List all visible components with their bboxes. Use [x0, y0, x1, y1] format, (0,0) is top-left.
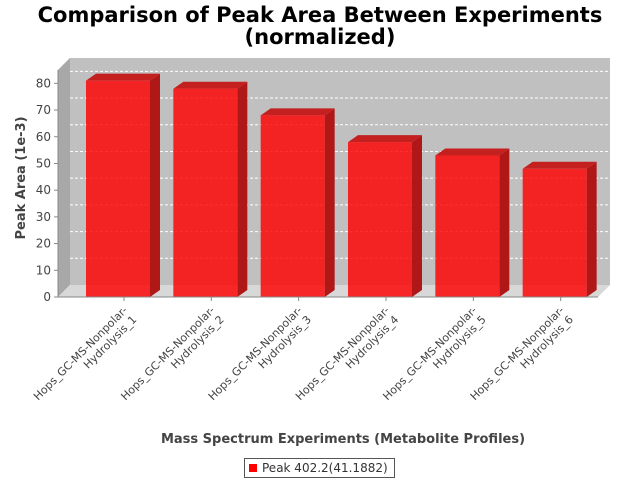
- y-tick-label: 70: [36, 103, 51, 117]
- bar-side: [150, 73, 160, 298]
- bar: [260, 108, 335, 298]
- bar-front: [260, 115, 325, 298]
- y-axis: 0 10 20 30 40 50 60 70 80: [36, 70, 59, 304]
- chart-subtitle: (normalized): [244, 25, 396, 49]
- bar: [86, 73, 160, 298]
- bar: [173, 81, 248, 297]
- bar: [348, 135, 422, 297]
- bar-side: [499, 148, 510, 297]
- y-tick-label: 40: [36, 183, 51, 197]
- bar-top: [173, 81, 248, 89]
- bar-front: [435, 155, 500, 297]
- legend: Peak 402.2(41.1882): [244, 458, 395, 478]
- bars: [86, 73, 597, 298]
- y-tick-label: 20: [36, 237, 51, 251]
- bar-front: [348, 142, 412, 297]
- y-tick-label: 30: [36, 210, 51, 224]
- y-axis-label: Peak Area (1e-3): [14, 116, 29, 239]
- y-tick-label: 50: [36, 156, 51, 170]
- plot-left-wall: [58, 58, 70, 297]
- y-tick-label: 80: [36, 76, 51, 90]
- legend-swatch: [249, 464, 257, 472]
- y-tick-label: 60: [36, 130, 51, 144]
- bar-front: [173, 88, 238, 297]
- x-axis: Hops_GC-MS-Nonpolar-Hydrolysis_1Hops_GC-…: [31, 296, 598, 403]
- bar-top: [260, 108, 335, 116]
- bar-top: [435, 148, 510, 156]
- bar: [522, 161, 597, 297]
- bar-top: [348, 135, 422, 143]
- legend-label: Peak 402.2(41.1882): [262, 461, 388, 475]
- bar: [435, 148, 510, 297]
- bar-top: [86, 73, 160, 81]
- bar-top: [522, 161, 597, 169]
- bar-front: [86, 80, 150, 298]
- bar-front: [522, 168, 587, 297]
- bar-side: [586, 161, 597, 297]
- y-tick-label: 0: [43, 290, 51, 304]
- bar-side: [237, 81, 248, 297]
- chart-title: Comparison of Peak Area Between Experime…: [37, 3, 603, 27]
- bar-side: [324, 108, 335, 298]
- x-axis-label: Mass Spectrum Experiments (Metabolite Pr…: [160, 432, 526, 447]
- y-tick-label: 10: [36, 263, 51, 277]
- bar-side: [412, 135, 422, 297]
